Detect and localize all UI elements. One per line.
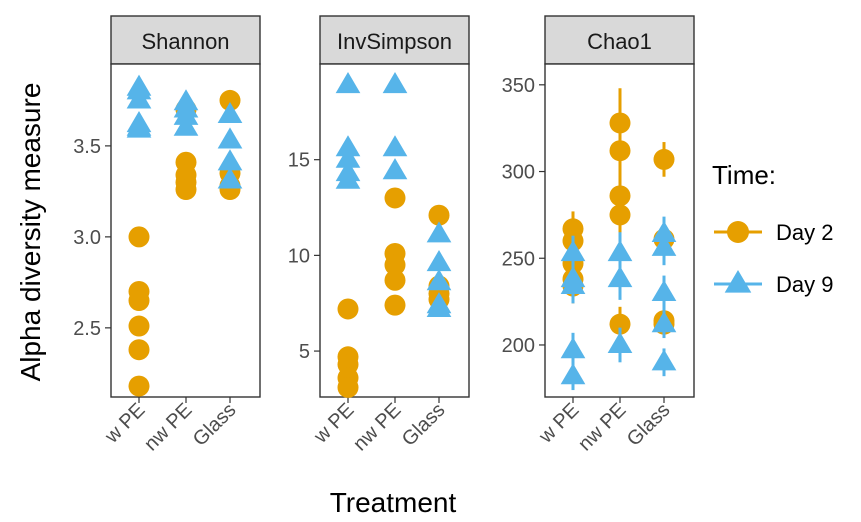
data-point-day-2 (609, 140, 631, 162)
data-point-day-9 (382, 72, 408, 94)
facet-strip-label: InvSimpson (337, 29, 452, 54)
y-tick-label: 350 (502, 75, 535, 97)
data-point-day-9 (382, 158, 408, 180)
facet-strip-label: Chao1 (587, 29, 652, 54)
data-point-day-9 (560, 337, 586, 359)
facet-strip (544, 15, 695, 65)
data-point-day-9 (382, 135, 408, 157)
data-point-day-2 (609, 112, 631, 134)
data-point-day-2 (653, 148, 675, 170)
legend: Time: Day 2 Day 9 (712, 160, 833, 297)
legend-entry-day-2: Day 2 (714, 220, 833, 245)
data-point-day-9 (651, 279, 677, 301)
data-point-day-9 (217, 167, 243, 189)
y-tick-label: 3.0 (73, 227, 101, 249)
data-point-day-2 (609, 313, 631, 335)
data-point-day-2 (128, 226, 150, 248)
y-tick-label: 5 (299, 341, 310, 363)
x-tick-label: nw PE (140, 399, 196, 455)
data-point-day-9 (560, 273, 586, 295)
data-point-day-9 (335, 146, 361, 168)
data-point-day-9 (607, 331, 633, 354)
data-point-day-9 (560, 363, 586, 385)
legend-title: Time: (712, 160, 776, 190)
data-point-day-2 (384, 187, 406, 209)
data-point-day-2 (175, 179, 197, 201)
data-point-day-2 (128, 290, 150, 312)
data-point-day-2 (384, 269, 406, 291)
legend-label: Day 2 (776, 220, 833, 245)
data-point-day-2 (384, 254, 406, 276)
data-point-day-9 (335, 135, 361, 157)
data-point-day-9 (173, 103, 199, 125)
data-point-day-9 (651, 349, 677, 371)
data-point-day-9 (560, 240, 586, 262)
data-point-day-9 (651, 234, 677, 256)
data-point-day-9 (651, 311, 677, 333)
data-point-day-9 (126, 116, 152, 138)
data-point-day-9 (426, 250, 452, 272)
data-point-day-9 (173, 114, 199, 136)
x-tick-label: nw PE (349, 399, 405, 455)
data-point-day-9 (126, 87, 152, 109)
data-point-day-2 (337, 376, 359, 398)
data-point-day-9 (426, 295, 452, 318)
data-point-day-9 (426, 269, 452, 291)
data-point-day-2 (384, 294, 406, 316)
data-point-day-2 (337, 298, 359, 320)
x-tick-label: Glass (398, 399, 450, 451)
data-point-day-2 (128, 375, 150, 397)
panel-border (319, 63, 470, 398)
data-point-day-9 (607, 240, 633, 262)
data-point-day-9 (217, 127, 243, 149)
y-tick-label: 3.5 (73, 136, 101, 158)
legend-key-circle (727, 221, 749, 243)
y-tick-label: 10 (288, 245, 310, 267)
data-point-day-2 (609, 204, 631, 226)
x-axis-title: Treatment (330, 487, 457, 518)
y-tick-label: 15 (288, 150, 310, 172)
legend-label: Day 9 (776, 272, 833, 297)
x-tick-label: Glass (623, 399, 675, 451)
data-point-day-9 (217, 149, 243, 171)
data-point-day-9 (335, 72, 361, 94)
facet-strip-label: Shannon (141, 29, 229, 54)
data-point-day-2 (128, 339, 150, 361)
y-tick-label: 2.5 (73, 318, 101, 340)
y-tick-label: 250 (502, 248, 535, 270)
facet-strip (110, 15, 261, 65)
x-tick-label: Glass (189, 399, 241, 451)
x-tick-label: nw PE (574, 399, 630, 455)
data-point-day-9 (335, 167, 361, 189)
data-point-day-9 (217, 101, 243, 124)
facet-strip (319, 15, 470, 65)
data-point-day-2 (428, 204, 450, 226)
data-point-day-2 (128, 315, 150, 337)
data-point-day-9 (607, 266, 633, 288)
data-point-day-2 (219, 89, 241, 111)
legend-key-triangle (724, 270, 752, 293)
y-axis-title: Alpha diversity measure (15, 83, 46, 382)
legend-entry-day-9: Day 9 (714, 270, 833, 297)
y-tick-label: 200 (502, 335, 535, 357)
data-point-day-9 (426, 221, 452, 243)
y-tick-label: 300 (502, 162, 535, 184)
